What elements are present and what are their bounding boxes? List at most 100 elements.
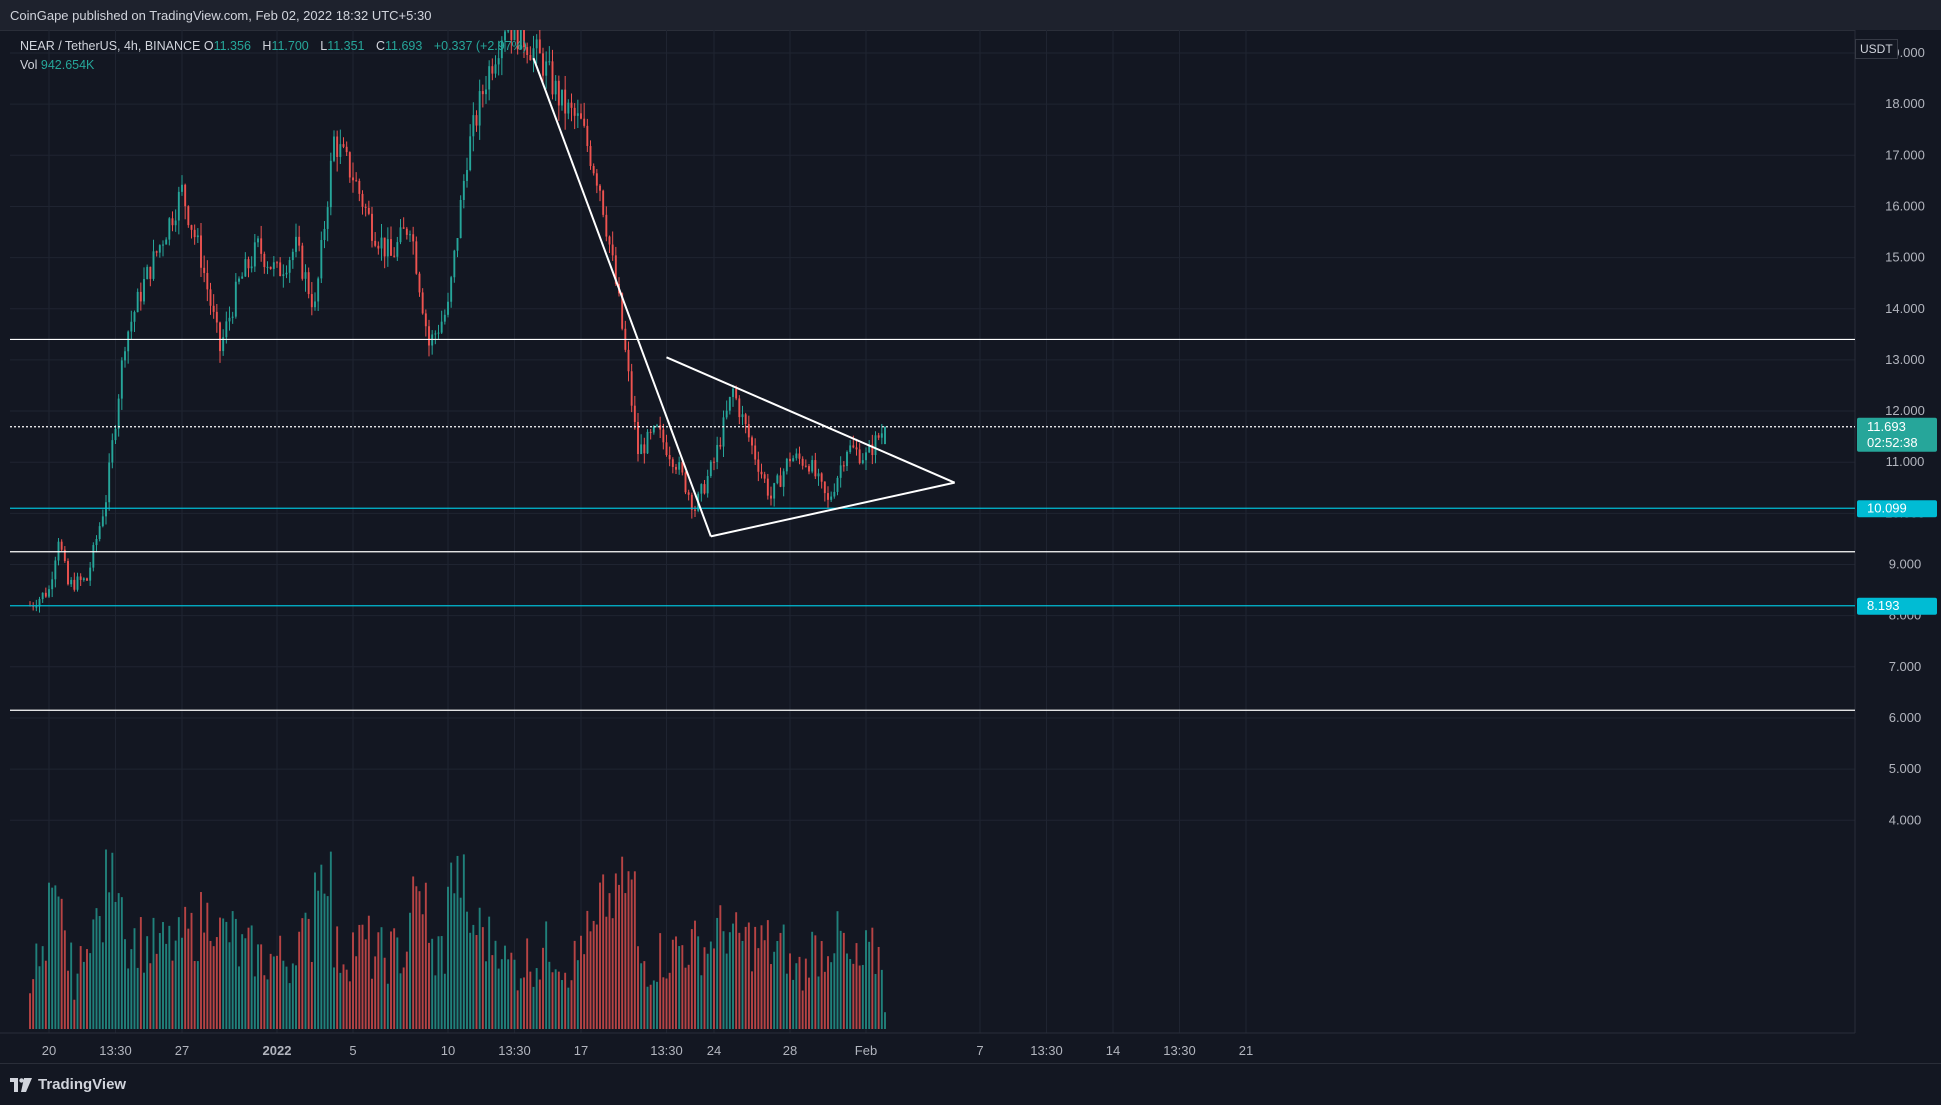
candle-body [130, 321, 133, 332]
candle-body [649, 431, 652, 433]
chart-area[interactable]: 19.00018.00017.00016.00015.00014.00013.0… [0, 30, 1941, 1063]
candle-up [880, 423, 883, 445]
volume-bar-up [830, 962, 833, 1029]
candle-down [345, 141, 348, 156]
candle-body [399, 227, 402, 243]
candle-up [101, 509, 104, 528]
candle-body [656, 425, 658, 427]
grid-lines [10, 30, 1855, 1033]
currency-label[interactable]: USDT [1855, 39, 1898, 59]
candle-body [304, 272, 307, 279]
volume-bar-down [735, 912, 738, 1029]
candle-down [481, 84, 484, 108]
legend-symbol[interactable]: NEAR / TetherUS, 4h, BINANCE [20, 39, 201, 53]
legend-change: +0.337 (+2.97%) [433, 39, 527, 53]
candle-body [440, 321, 443, 333]
volume-bar-down [184, 906, 187, 1029]
candle-body [570, 102, 573, 108]
volume-bar-down [798, 956, 801, 1029]
candle-body [35, 606, 38, 608]
candle-body [114, 428, 117, 441]
volume-bar-down [570, 980, 573, 1029]
volume-bar-down [804, 958, 807, 1029]
volume-bar-down [823, 971, 826, 1029]
candle-body [823, 481, 826, 494]
candle-down [260, 225, 263, 262]
candle-body [766, 478, 769, 496]
volume-bar-down [393, 928, 396, 1029]
candle-down [190, 224, 193, 239]
volume-bar-down [599, 882, 601, 1029]
candle-body [611, 244, 614, 256]
candle-body [266, 266, 269, 268]
candle-up [120, 357, 123, 410]
candle-body [836, 477, 839, 492]
price-tick-label: 5.000 [1889, 761, 1922, 776]
volume-bar-up [567, 987, 570, 1029]
volume-legend: Vol 942.654K [20, 58, 102, 72]
tradingview-brand[interactable]: TradingView [10, 1076, 126, 1093]
candle-down [858, 443, 861, 465]
volume-bar-up [466, 911, 468, 1029]
volume-bar-down [760, 925, 763, 1029]
candle-body [684, 472, 687, 493]
candle-down [377, 241, 380, 255]
volume-bar-down [279, 935, 282, 1029]
volume-bar-up [250, 925, 253, 1029]
volume-bar-up [773, 951, 776, 1029]
candle-body [760, 471, 763, 475]
candle-body [181, 184, 183, 192]
volume-bar-up [89, 953, 92, 1029]
volume-bar-down [858, 965, 861, 1029]
volume-bar-up [776, 940, 779, 1029]
candle-down [367, 200, 370, 216]
candle-body [428, 326, 430, 346]
volume-bar-down [203, 932, 206, 1029]
candle-up [472, 102, 475, 152]
candle-up [728, 396, 731, 415]
candle-body [605, 214, 608, 237]
candle-body [773, 483, 776, 499]
candle-up [884, 426, 886, 445]
candle-up [545, 51, 548, 89]
candle-body [782, 471, 785, 487]
candle-up [554, 75, 557, 101]
candle-down [675, 463, 677, 475]
candle-body [38, 599, 41, 607]
candle-up [431, 330, 434, 355]
candle-body [209, 289, 212, 306]
volume-bar-up [257, 944, 259, 1029]
candle-body [238, 278, 240, 282]
candle-up [513, 30, 516, 41]
candle-up [640, 434, 643, 455]
volume-bar-down [298, 931, 301, 1029]
candle-body [652, 426, 655, 433]
candle-down [602, 189, 605, 218]
candle-body [614, 255, 617, 284]
volume-bar-up [399, 973, 402, 1029]
candle-body [177, 191, 180, 221]
legend-close: 11.693 [385, 39, 423, 53]
volume-bar-down [614, 873, 617, 1029]
candle-down [247, 256, 250, 278]
volume-bar-up [101, 942, 104, 1029]
candle-body [98, 526, 101, 539]
volume-bar-up [437, 936, 440, 1029]
volume-bar-up [222, 918, 225, 1029]
ohlc-legend: NEAR / TetherUS, 4h, BINANCE O11.356 H11… [20, 39, 535, 53]
volume-bar-down [415, 886, 418, 1029]
candle-up [124, 346, 126, 368]
candle-up [839, 456, 842, 488]
candle-up [295, 223, 297, 258]
volume-bar-down [428, 942, 430, 1029]
candle-down [668, 446, 671, 467]
candle-up [561, 89, 563, 111]
candle-up [114, 425, 117, 445]
volume-bar-down [355, 956, 358, 1029]
candle-body [880, 433, 883, 438]
candle-body [561, 89, 563, 106]
candle-up [130, 310, 133, 339]
legend-vol-label[interactable]: Vol [20, 58, 38, 72]
candle-down [779, 467, 782, 488]
